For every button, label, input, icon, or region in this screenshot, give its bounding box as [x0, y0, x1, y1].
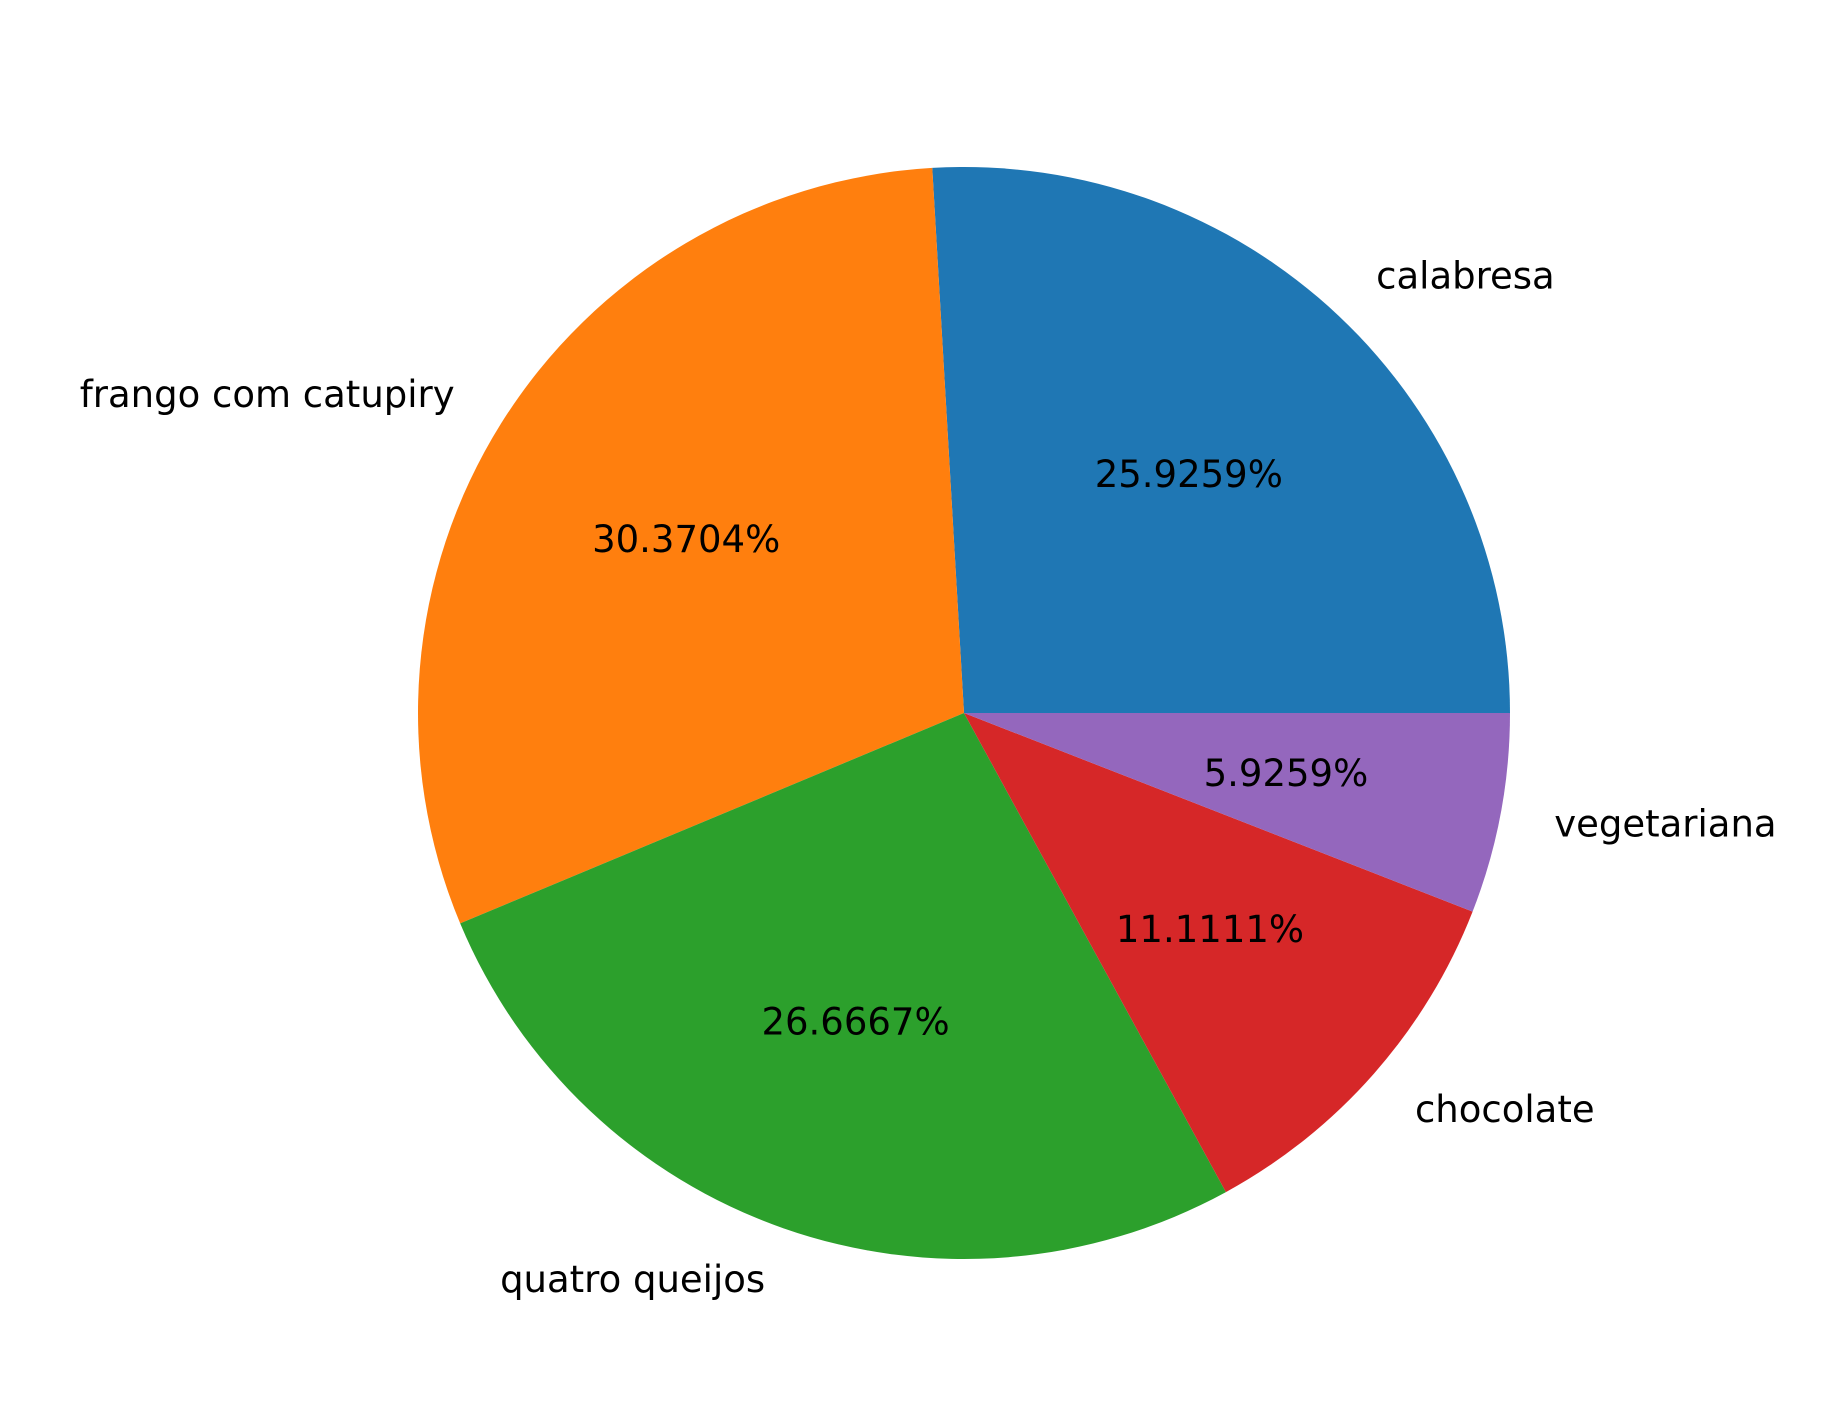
pie-category-label-quatro-queijos: quatro queijos — [500, 1258, 765, 1301]
pie-pct-label-quatro-queijos: 26.6667% — [761, 1001, 949, 1044]
pie-pct-label-chocolate: 11.1111% — [1116, 908, 1304, 951]
pie-pct-label-calabresa: 25.9259% — [1095, 453, 1283, 496]
pie-category-label-vegetariana: vegetariana — [1554, 803, 1776, 846]
pie-category-label-frango-com-catupiry: frango com catupiry — [80, 373, 455, 416]
pie-category-label-chocolate: chocolate — [1415, 1088, 1595, 1131]
pie-slice-frango-com-catupiry — [418, 167, 965, 924]
pie-pct-label-frango-com-catupiry: 30.3704% — [592, 518, 780, 561]
pie-slice-vegetariana — [964, 713, 1510, 912]
pie-slice-quatro-queijos — [460, 713, 1226, 1259]
pie-pct-label-vegetariana: 5.9259% — [1204, 752, 1369, 795]
pie-slice-calabresa — [932, 167, 1510, 714]
pie-labels: 25.9259% calabresa 30.3704% frango com catu… — [80, 255, 1777, 1302]
pie-category-label-calabresa: calabresa — [1376, 255, 1555, 298]
pie-wedges — [418, 167, 1510, 1259]
pie-slice-chocolate — [964, 713, 1473, 1193]
